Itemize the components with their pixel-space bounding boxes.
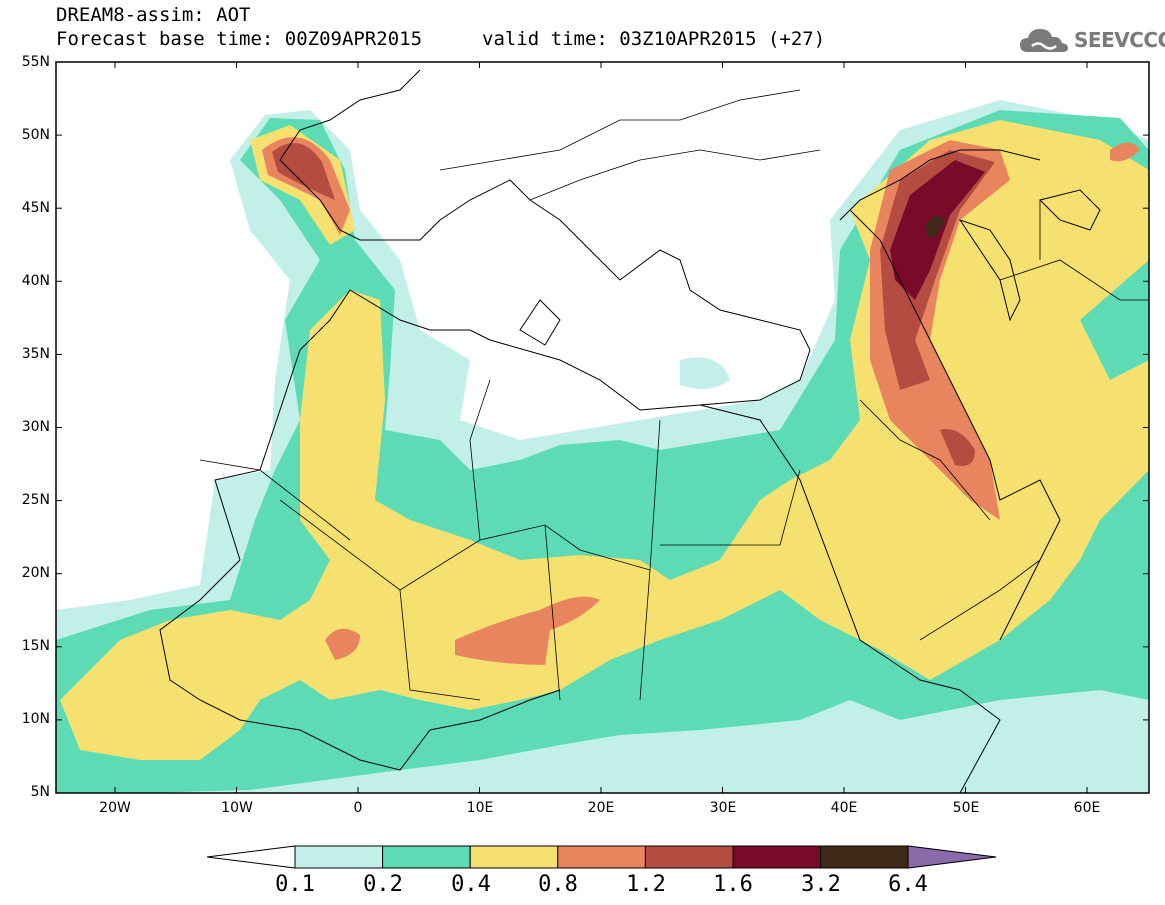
colorbar-cell [820,845,909,869]
colorbar-label: 1.6 [713,872,753,897]
lon-label: 10W [221,800,253,816]
colorbar-cell [294,845,384,869]
lat-label: 30N [21,419,50,435]
colorbar [206,845,997,869]
colorbar-arrow-right [907,845,997,869]
lon-label: 30E [709,800,737,816]
colorbar-cells [294,845,909,869]
colorbar-label: 6.4 [888,872,928,897]
colorbar-cell [469,845,559,869]
colorbar-cell [732,845,822,869]
aot-field [56,100,1149,793]
forecast-base-time: Forecast base time: 00Z09APR2015 [56,28,423,50]
colorbar-label: 1.2 [626,872,666,897]
lon-label: 60E [1073,800,1101,816]
lat-label: 35N [21,346,50,362]
lat-label: 20N [21,565,50,581]
lat-label: 45N [21,200,50,216]
colorbar-label: 0.2 [363,872,403,897]
logo-text: SEEVCCC [1074,28,1165,52]
lon-label: 40E [830,800,858,816]
seevccc-logo: SEEVCCC [1018,24,1165,56]
aot-band-3-2 [925,216,945,238]
lon-label: 10E [466,800,494,816]
lat-label: 25N [21,492,50,508]
country-borders [199,89,1149,701]
coastlines [159,69,1101,793]
colorbar-label: 3.2 [801,872,841,897]
colorbar-label: 0.1 [275,872,315,897]
colorbar-cell [382,845,471,869]
colorbar-label: 0.4 [451,872,491,897]
lat-label: 15N [21,638,50,654]
lat-label: 5N [30,784,50,800]
valid-time: valid time: 03Z10APR2015 (+27) [482,28,826,50]
lon-label: 50E [952,800,980,816]
colorbar-arrow-left [206,845,296,869]
lat-label: 50N [21,127,50,143]
colorbar-cell [557,845,646,869]
lon-label: 20W [99,800,131,816]
lon-label: 0 [353,800,363,816]
colorbar-label: 0.8 [538,872,578,897]
lat-label: 40N [21,273,50,289]
lat-label: 10N [21,711,50,727]
map-title: DREAM8-assim: AOT [56,4,251,26]
axis-ticks [56,61,1149,794]
lat-label: 55N [21,54,50,70]
cloud-icon [1020,29,1068,52]
lon-label: 20E [587,800,615,816]
colorbar-cell [644,845,734,869]
